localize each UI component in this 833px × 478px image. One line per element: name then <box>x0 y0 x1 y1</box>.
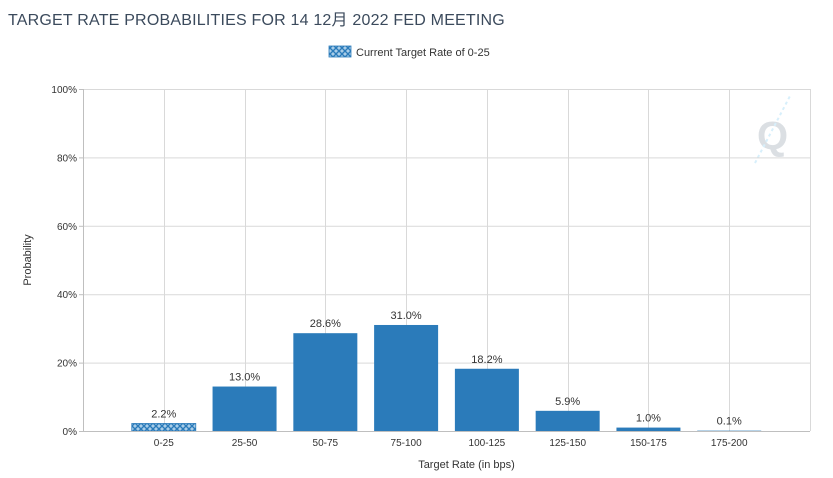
logo-letter: Q <box>757 114 788 158</box>
x-tick-label: 150-175 <box>630 438 667 449</box>
page-title: TARGET RATE PROBABILITIES FOR 14 12月 202… <box>8 12 505 29</box>
bar-150-175[interactable] <box>616 427 681 431</box>
data-label: 5.9% <box>555 396 580 408</box>
x-tick-label: 75-100 <box>391 438 423 449</box>
data-label: 28.6% <box>310 318 341 330</box>
data-label: 2.2% <box>151 408 176 420</box>
legend-label: Current Target Rate of 0-25 <box>356 47 490 59</box>
y-tick-label: 20% <box>57 359 77 370</box>
data-label: 1.0% <box>636 413 661 425</box>
data-label: 31.0% <box>391 310 422 322</box>
bar-100-125[interactable] <box>454 368 519 431</box>
data-label: 18.2% <box>471 354 502 366</box>
y-tick-label: 60% <box>57 222 77 233</box>
y-tick-label: 0% <box>63 427 78 438</box>
x-tick-label: 175-200 <box>711 438 748 449</box>
x-tick-label: 100-125 <box>469 438 506 449</box>
data-label: 13.0% <box>229 372 260 384</box>
y-tick-label: 40% <box>57 290 77 301</box>
bar-125-150[interactable] <box>535 410 600 431</box>
y-tick-label: 100% <box>51 85 77 96</box>
y-axis-title: Probability <box>22 234 34 286</box>
bar-75-100[interactable] <box>374 324 439 431</box>
bar-50-75[interactable] <box>293 333 358 431</box>
y-tick-label: 80% <box>57 153 77 164</box>
data-label: 0.1% <box>717 416 742 428</box>
bar-25-50[interactable] <box>212 386 277 431</box>
x-tick-label: 50-75 <box>313 438 339 449</box>
x-axis-title: Target Rate (in bps) <box>418 459 515 471</box>
x-tick-label: 125-150 <box>549 438 586 449</box>
x-tick-label: 25-50 <box>232 438 258 449</box>
quikstrike-logo: Q <box>754 95 791 164</box>
bar-0-25[interactable] <box>131 423 197 432</box>
x-tick-label: 0-25 <box>154 438 174 449</box>
legend-swatch <box>328 45 352 58</box>
legend[interactable]: Current Target Rate of 0-25 <box>328 45 490 59</box>
